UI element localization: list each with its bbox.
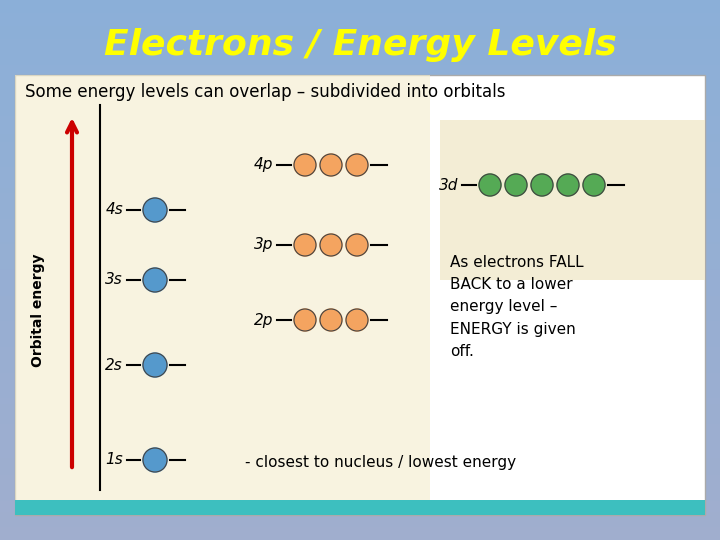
Text: 3d: 3d [438, 178, 458, 192]
Circle shape [557, 174, 579, 196]
Bar [15, 75, 705, 515]
Circle shape [294, 154, 316, 176]
Circle shape [294, 309, 316, 331]
Circle shape [143, 353, 167, 377]
Text: 3s: 3s [105, 273, 123, 287]
Text: As electrons FALL
BACK to a lower
energy level –
ENERGY is given
off.: As electrons FALL BACK to a lower energy… [450, 255, 584, 359]
Circle shape [143, 198, 167, 222]
Text: 1s: 1s [105, 453, 123, 468]
Circle shape [320, 234, 342, 256]
Circle shape [346, 309, 368, 331]
Text: 4s: 4s [105, 202, 123, 218]
Text: 3p: 3p [253, 238, 273, 253]
Circle shape [294, 234, 316, 256]
Text: - closest to nucleus / lowest energy: - closest to nucleus / lowest energy [245, 455, 516, 469]
Circle shape [143, 268, 167, 292]
Text: Electrons / Energy Levels: Electrons / Energy Levels [104, 28, 616, 62]
Circle shape [531, 174, 553, 196]
Bar [15, 500, 705, 515]
Circle shape [346, 154, 368, 176]
Circle shape [479, 174, 501, 196]
Text: Orbital energy: Orbital energy [31, 253, 45, 367]
Circle shape [583, 174, 605, 196]
Text: Some energy levels can overlap – subdivided into orbitals: Some energy levels can overlap – subdivi… [25, 83, 505, 101]
Circle shape [320, 154, 342, 176]
Bar [440, 120, 705, 280]
Circle shape [320, 309, 342, 331]
Text: 4p: 4p [253, 158, 273, 172]
Text: 2p: 2p [253, 313, 273, 327]
Circle shape [143, 448, 167, 472]
Text: 2s: 2s [105, 357, 123, 373]
Bar [15, 75, 430, 515]
Circle shape [505, 174, 527, 196]
Circle shape [346, 234, 368, 256]
